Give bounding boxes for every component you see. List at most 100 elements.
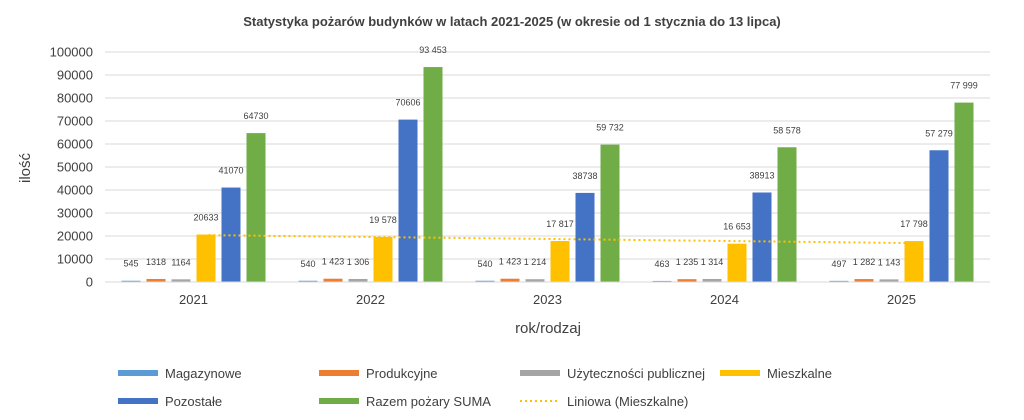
bar bbox=[575, 192, 595, 282]
bar bbox=[373, 236, 393, 282]
bar bbox=[146, 278, 166, 282]
data-label: 1 282 bbox=[853, 257, 876, 267]
data-label: 1 214 bbox=[524, 257, 547, 267]
bar bbox=[171, 279, 191, 282]
bar bbox=[348, 278, 368, 282]
bar bbox=[475, 280, 495, 282]
legend-swatch bbox=[520, 370, 560, 376]
data-label: 1 306 bbox=[347, 257, 370, 267]
bar bbox=[398, 119, 418, 282]
y-tick-label: 70000 bbox=[57, 114, 93, 129]
data-label: 1 235 bbox=[676, 257, 699, 267]
bar bbox=[879, 279, 899, 282]
y-tick-label: 80000 bbox=[57, 91, 93, 106]
x-tick-label: 2023 bbox=[533, 292, 562, 307]
data-label: 19 578 bbox=[369, 215, 397, 225]
legend-swatch bbox=[319, 398, 359, 404]
data-label: 16 653 bbox=[723, 222, 751, 232]
data-label: 540 bbox=[300, 259, 315, 269]
data-label: 20633 bbox=[193, 213, 218, 223]
legend-swatch bbox=[118, 370, 158, 376]
data-label: 463 bbox=[654, 259, 669, 269]
data-label: 17 817 bbox=[546, 219, 574, 229]
bar bbox=[121, 280, 141, 282]
y-axis-label: ilość bbox=[17, 153, 34, 184]
bar bbox=[500, 278, 520, 282]
y-tick-label: 60000 bbox=[57, 137, 93, 152]
data-label: 1318 bbox=[146, 257, 166, 267]
data-label: 540 bbox=[477, 259, 492, 269]
legend-swatch bbox=[720, 370, 760, 376]
y-tick-label: 90000 bbox=[57, 68, 93, 83]
data-label: 59 732 bbox=[596, 123, 624, 133]
data-label: 41070 bbox=[218, 166, 243, 176]
x-tick-label: 2022 bbox=[356, 292, 385, 307]
bar bbox=[727, 243, 747, 282]
y-tick-label: 30000 bbox=[57, 206, 93, 221]
legend-swatch bbox=[118, 398, 158, 404]
data-label: 1 423 bbox=[322, 257, 345, 267]
y-tick-label: 10000 bbox=[57, 252, 93, 267]
legend-label: Pozostałe bbox=[165, 394, 222, 409]
bar bbox=[600, 144, 620, 282]
data-label: 64730 bbox=[243, 111, 268, 121]
x-tick-label: 2024 bbox=[710, 292, 739, 307]
bar bbox=[954, 102, 974, 283]
bar bbox=[929, 150, 949, 282]
data-label: 58 578 bbox=[773, 125, 801, 135]
bar bbox=[777, 147, 797, 282]
y-tick-label: 40000 bbox=[57, 183, 93, 198]
x-tick-label: 2021 bbox=[179, 292, 208, 307]
y-tick-label: 100000 bbox=[50, 45, 93, 60]
data-label: 17 798 bbox=[900, 219, 928, 229]
bar bbox=[323, 278, 343, 282]
data-label: 1164 bbox=[171, 257, 190, 267]
data-label: 77 999 bbox=[950, 81, 978, 91]
legend-label: Razem pożary SUMA bbox=[366, 394, 491, 409]
legend: Magazynowe Produkcyjne Użyteczności public… bbox=[118, 366, 832, 409]
data-label: 545 bbox=[123, 259, 138, 269]
bar bbox=[246, 133, 266, 282]
bar bbox=[752, 192, 772, 282]
bar bbox=[677, 279, 697, 282]
bar bbox=[652, 280, 672, 282]
bar bbox=[904, 241, 924, 282]
bar bbox=[525, 279, 545, 282]
trendline bbox=[208, 234, 917, 245]
bar bbox=[854, 279, 874, 282]
legend-label: Magazynowe bbox=[165, 366, 242, 381]
data-label: 38913 bbox=[749, 171, 774, 181]
legend-label: Użyteczności publicznej bbox=[567, 366, 705, 381]
legend-label: Liniowa (Mieszkalne) bbox=[567, 394, 688, 409]
data-label: 497 bbox=[831, 259, 846, 269]
data-label: 1 143 bbox=[878, 257, 901, 267]
bar bbox=[550, 241, 570, 282]
x-axis-label: rok/rodzaj bbox=[515, 320, 581, 337]
bars bbox=[121, 67, 974, 283]
data-label: 1 423 bbox=[499, 257, 522, 267]
chart-title: Statystyka pożarów budynków w latach 202… bbox=[243, 14, 781, 29]
data-label: 57 279 bbox=[925, 128, 953, 138]
axes: 0 10000 20000 30000 40000 50000 60000 70000 8000… bbox=[50, 45, 990, 307]
x-tick-label: 2025 bbox=[887, 292, 916, 307]
bar bbox=[702, 278, 722, 282]
bar bbox=[196, 234, 216, 282]
bar bbox=[829, 280, 849, 282]
bar bbox=[298, 280, 318, 282]
data-label: 93 453 bbox=[419, 45, 447, 55]
y-tick-label: 0 bbox=[86, 275, 93, 290]
bar bbox=[221, 187, 241, 282]
y-tick-label: 20000 bbox=[57, 229, 93, 244]
data-label: 70606 bbox=[395, 98, 420, 108]
bar bbox=[423, 67, 443, 282]
legend-swatch bbox=[319, 370, 359, 376]
trendline-mieszkalne bbox=[208, 234, 917, 245]
y-tick-label: 50000 bbox=[57, 160, 93, 175]
data-label: 1 314 bbox=[701, 257, 724, 267]
legend-label: Produkcyjne bbox=[366, 366, 438, 381]
legend-label: Mieszkalne bbox=[767, 366, 832, 381]
data-label: 38738 bbox=[572, 171, 597, 181]
